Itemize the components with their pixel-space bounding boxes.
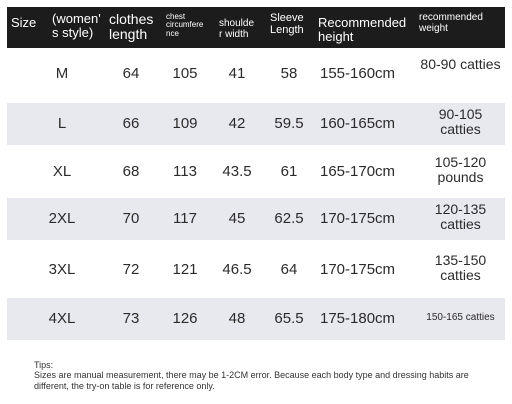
cell-shoulder: 43.5 — [222, 163, 252, 180]
tips-title: Tips: — [34, 360, 54, 370]
cell-length: 66 — [122, 115, 140, 132]
header-style: (women' s style) — [52, 11, 101, 40]
cell-height: 170-175cm — [320, 210, 396, 227]
cell-shoulder: 48 — [228, 310, 246, 327]
cell-weight: 105-120 pounds — [434, 154, 487, 185]
cell-size: 4XL — [48, 310, 76, 327]
cell-size: M — [55, 65, 69, 82]
cell-height: 170-175cm — [320, 261, 396, 278]
cell-length: 73 — [122, 310, 140, 327]
header-recommended-weight: recommended weight — [419, 12, 483, 34]
cell-sleeve: 59.5 — [274, 115, 304, 132]
cell-shoulder: 46.5 — [222, 261, 252, 278]
table-row: L 66 109 42 59.5 160-165cm 90-105 cattie… — [7, 103, 505, 145]
header-sleeve: Sleeve Length — [270, 12, 304, 36]
cell-sleeve: 61 — [280, 163, 298, 180]
cell-weight: 80-90 catties — [420, 56, 501, 72]
cell-chest: 109 — [172, 115, 198, 132]
cell-sleeve: 62.5 — [274, 210, 304, 227]
header-chest: chest circumfere nce — [166, 12, 204, 38]
cell-size: L — [57, 115, 67, 132]
cell-weight: 120-135 catties — [434, 201, 487, 232]
cell-sleeve: 58 — [280, 65, 298, 82]
cell-shoulder: 42 — [228, 115, 246, 132]
cell-length: 70 — [122, 210, 140, 227]
cell-height: 175-180cm — [320, 310, 396, 327]
header-clothes-length: clothes length — [109, 11, 154, 42]
cell-length: 64 — [122, 65, 140, 82]
cell-height: 165-170cm — [320, 163, 396, 180]
header-shoulder: shoulde r width — [219, 18, 255, 40]
cell-length: 68 — [122, 163, 140, 180]
tips-section: Tips: Sizes are manual measurement, ther… — [34, 360, 504, 391]
table-header: Size (women' s style) clothes length che… — [7, 7, 505, 48]
table-row: 2XL 70 117 45 62.5 170-175cm 120-135 cat… — [7, 198, 505, 240]
table-row: 4XL 73 126 48 65.5 175-180cm 150-165 cat… — [7, 298, 505, 340]
cell-sleeve: 65.5 — [274, 310, 304, 327]
cell-shoulder: 45 — [228, 210, 246, 227]
cell-chest: 105 — [172, 65, 198, 82]
cell-weight: 150-165 catties — [426, 312, 495, 323]
cell-sleeve: 64 — [280, 261, 298, 278]
cell-length: 72 — [122, 261, 140, 278]
header-size: Size — [11, 15, 37, 30]
table-row: XL 68 113 43.5 61 165-170cm 105-120 poun… — [7, 151, 505, 193]
cell-size: 2XL — [48, 210, 76, 227]
cell-weight: 90-105 catties — [438, 106, 483, 137]
cell-chest: 121 — [172, 261, 198, 278]
cell-size: 3XL — [48, 261, 76, 278]
cell-weight: 135-150 catties — [434, 252, 487, 283]
tips-text: Sizes are manual measurement, there may … — [34, 370, 469, 391]
cell-chest: 113 — [173, 163, 197, 180]
cell-size: XL — [52, 163, 72, 180]
cell-height: 160-165cm — [320, 115, 396, 132]
table-row: 3XL 72 121 46.5 64 170-175cm 135-150 cat… — [7, 249, 505, 291]
cell-height: 155-160cm — [320, 65, 396, 82]
header-recommended-height: Recommended height — [318, 15, 407, 44]
cell-chest: 126 — [172, 310, 198, 327]
cell-shoulder: 41 — [228, 65, 246, 82]
table-row: M 64 105 41 58 155-160cm 80-90 catties — [7, 53, 505, 95]
cell-chest: 117 — [173, 210, 197, 227]
